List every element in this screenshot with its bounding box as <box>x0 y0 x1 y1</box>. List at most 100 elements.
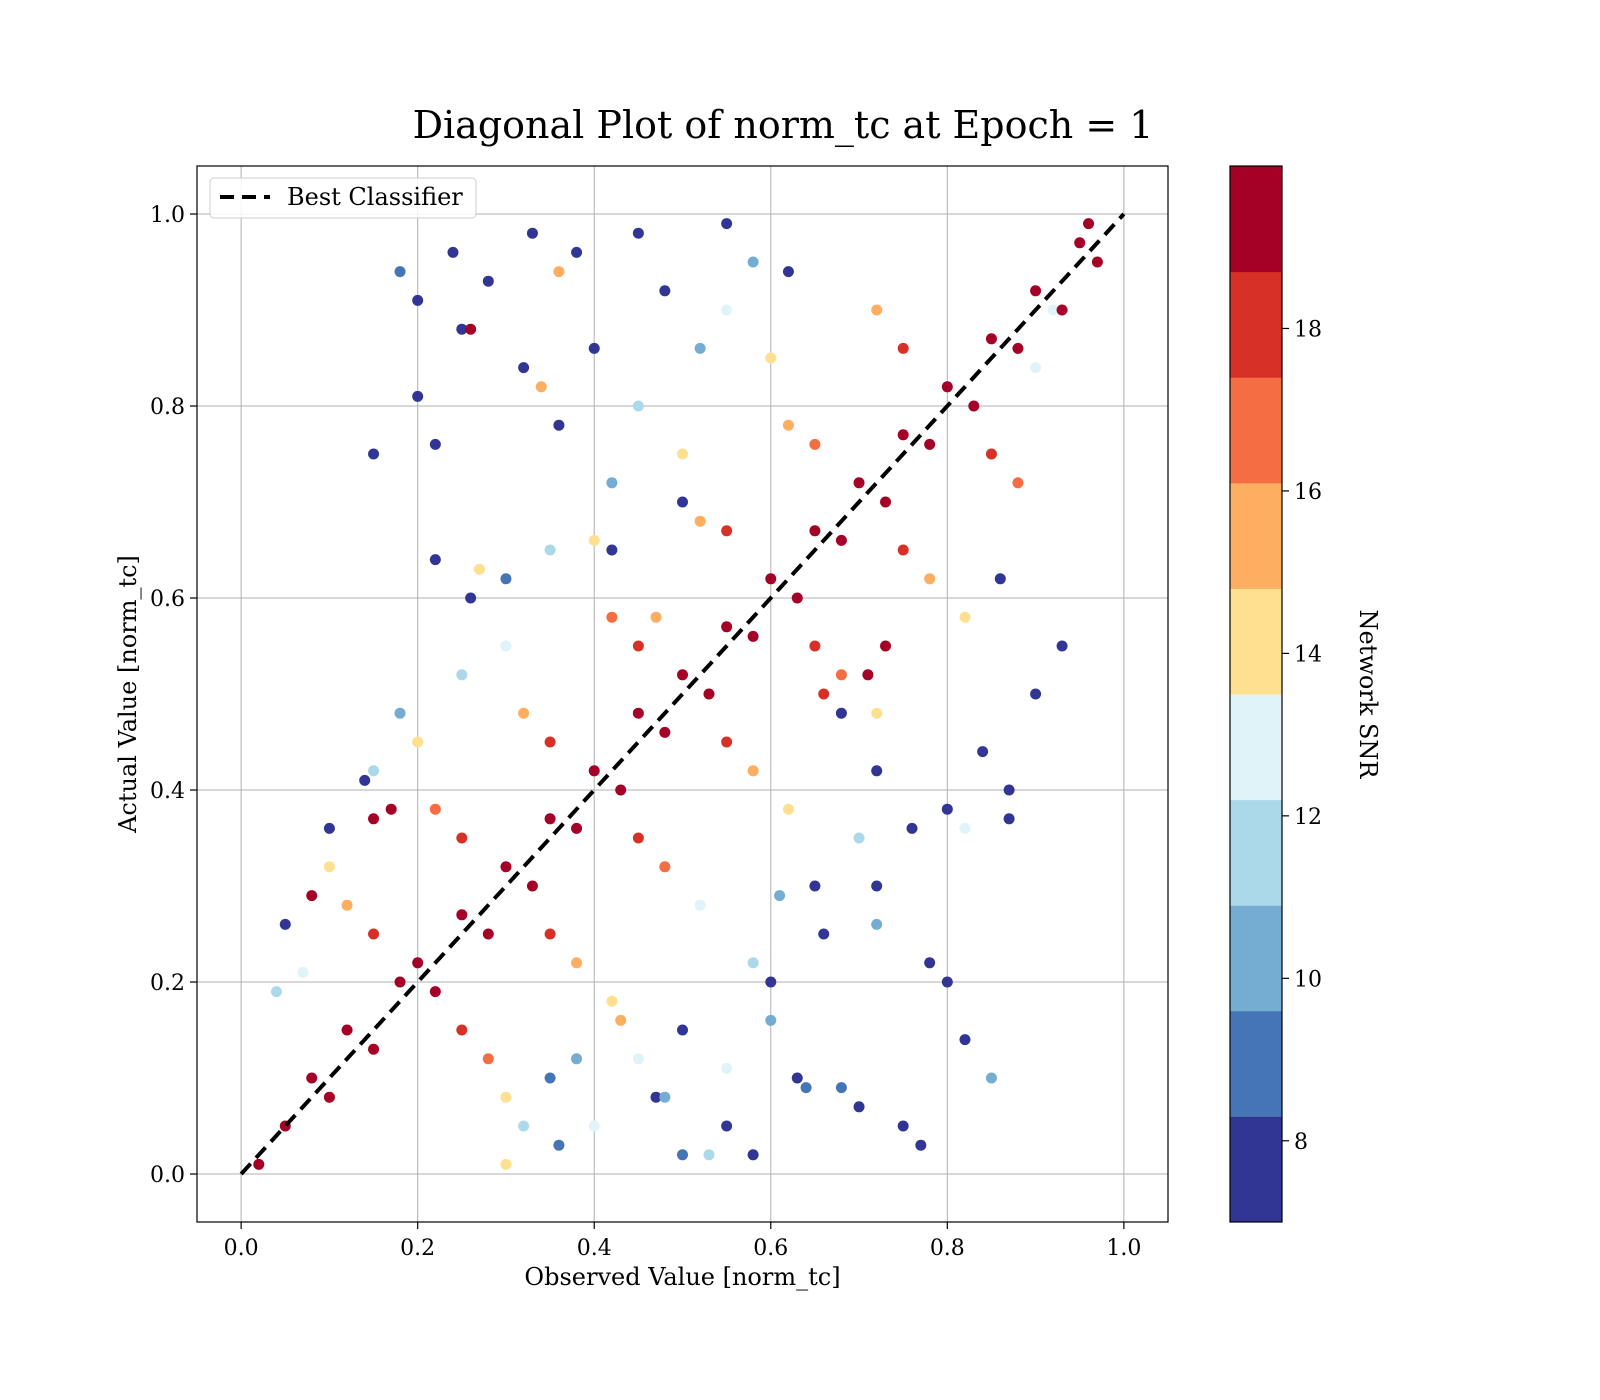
scatter-point <box>500 640 512 652</box>
scatter-point <box>782 803 794 815</box>
scatter-point <box>897 544 909 556</box>
scatter-point <box>835 534 847 546</box>
scatter-point <box>482 275 494 287</box>
colorbar-segment <box>1230 1116 1282 1223</box>
scatter-point <box>968 400 980 412</box>
colorbar-segment <box>1230 905 1282 1012</box>
scatter-point <box>959 1034 971 1046</box>
scatter-point <box>429 554 441 566</box>
scatter-point <box>368 928 380 940</box>
scatter-point <box>650 1091 662 1103</box>
scatter-point <box>1003 813 1015 825</box>
colorbar-segment <box>1230 694 1282 801</box>
scatter-point <box>1056 640 1068 652</box>
x-axis-ticks: 0.0 0.2 0.4 0.6 0.8 1.0 <box>224 1222 1141 1261</box>
scatter-point <box>456 1024 468 1036</box>
scatter-point <box>791 1072 803 1084</box>
scatter-point <box>721 304 733 316</box>
scatter-point <box>721 1120 733 1132</box>
scatter-point <box>765 352 777 364</box>
scatter-point <box>465 592 477 604</box>
scatter-point <box>1003 784 1015 796</box>
scatter-point <box>650 611 662 623</box>
scatter-point <box>782 419 794 431</box>
colorbar-tick-label: 8 <box>1294 1130 1308 1155</box>
x-axis-label: Observed Value [norm_tc] <box>524 1263 840 1291</box>
colorbar-segment <box>1230 588 1282 695</box>
scatter-point <box>279 918 291 930</box>
scatter-point <box>323 1091 335 1103</box>
scatter-point <box>694 515 706 527</box>
scatter-point <box>412 294 424 306</box>
scatter-point <box>632 400 644 412</box>
scatter-point <box>500 1158 512 1170</box>
scatter-point <box>862 669 874 681</box>
x-tick-label: 0.2 <box>400 1236 435 1261</box>
scatter-point <box>959 611 971 623</box>
scatter-point <box>747 765 759 777</box>
scatter-point <box>977 746 989 758</box>
scatter-point <box>835 707 847 719</box>
scatter-point <box>500 573 512 585</box>
scatter-point <box>544 813 556 825</box>
scatter-point <box>588 1120 600 1132</box>
scatter-point <box>535 381 547 393</box>
scatter-point <box>924 438 936 450</box>
scatter-point <box>368 448 380 460</box>
colorbar-tick-label: 14 <box>1294 642 1322 667</box>
scatter-point <box>447 246 459 258</box>
scatter-point <box>721 736 733 748</box>
scatter-point <box>721 525 733 537</box>
scatter-point <box>632 707 644 719</box>
x-tick-label: 0.4 <box>577 1236 612 1261</box>
scatter-point <box>306 1072 318 1084</box>
scatter-point <box>747 630 759 642</box>
colorbar-segment <box>1230 799 1282 906</box>
scatter-point <box>518 1120 530 1132</box>
scatter-point <box>429 438 441 450</box>
scatter-point <box>694 899 706 911</box>
scatter-point <box>571 957 583 969</box>
scatter-point <box>1091 256 1103 268</box>
scatter-point <box>765 573 777 585</box>
scatter-point <box>897 1120 909 1132</box>
scatter-point <box>747 256 759 268</box>
scatter-point <box>553 1139 565 1151</box>
scatter-point <box>571 822 583 834</box>
scatter-point <box>677 448 688 460</box>
scatter-point <box>677 1149 688 1161</box>
scatter-point <box>588 342 600 354</box>
scatter-point <box>606 995 618 1007</box>
scatter-point <box>1012 342 1024 354</box>
scatter-point <box>659 861 671 873</box>
scatter-point <box>456 909 468 921</box>
scatter-point <box>924 957 936 969</box>
scatter-point <box>412 957 424 969</box>
colorbar-segment <box>1230 482 1282 589</box>
colorbar-frame <box>1229 165 1283 1223</box>
scatter-point <box>853 1101 865 1113</box>
scatter-point <box>1047 304 1059 316</box>
scatter-point <box>1056 304 1068 316</box>
scatter-point <box>809 880 821 892</box>
scatter-point <box>994 573 1006 585</box>
scatter-point <box>588 765 600 777</box>
scatter-point <box>871 304 883 316</box>
scatter-point <box>341 1024 353 1036</box>
scatter-point <box>941 381 953 393</box>
scatter-point <box>1030 362 1042 374</box>
scatter-point <box>1083 218 1095 230</box>
scatter-points <box>253 218 1103 1170</box>
scatter-point <box>880 496 892 508</box>
scatter-point <box>606 477 618 489</box>
colorbar-segment <box>1230 377 1282 484</box>
scatter-point <box>526 227 538 239</box>
scatter-point <box>544 928 556 940</box>
scatter-point <box>253 1158 265 1170</box>
scatter-point <box>1030 285 1042 297</box>
scatter-point <box>677 1024 688 1036</box>
scatter-point <box>835 669 847 681</box>
scatter-point <box>800 1082 812 1094</box>
legend-box <box>209 177 477 219</box>
scatter-point <box>632 640 644 652</box>
